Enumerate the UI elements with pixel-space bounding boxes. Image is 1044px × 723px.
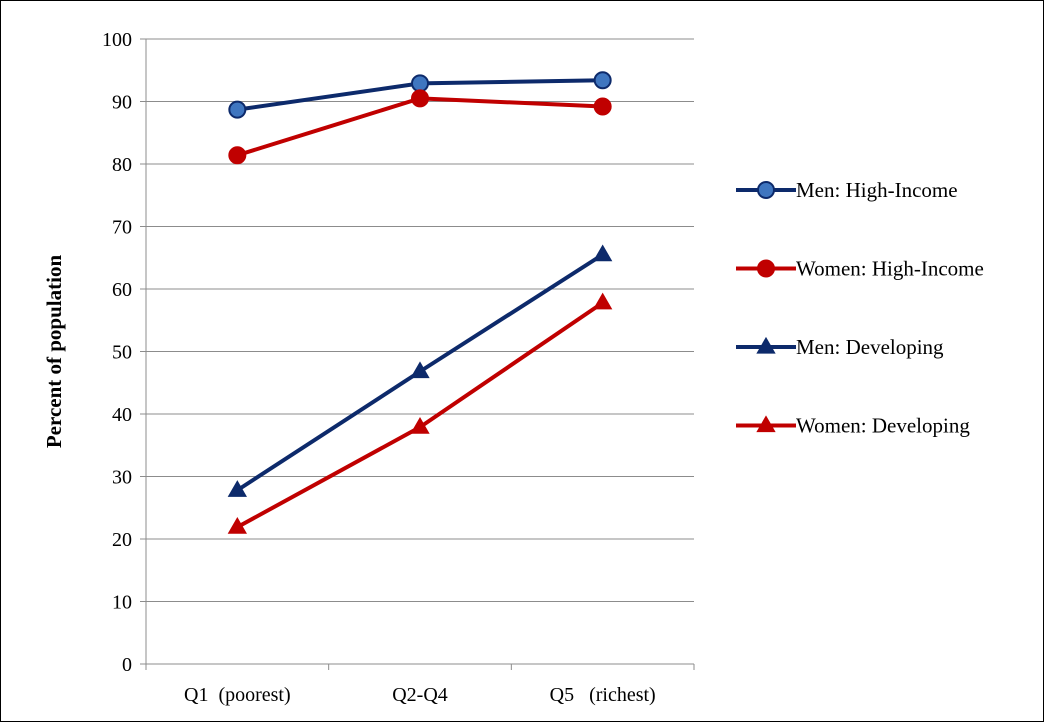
y-axis-title: Percent of population: [42, 255, 66, 449]
legend-item: Men: Developing: [736, 335, 944, 359]
series-group: [227, 71, 613, 534]
series-3: [227, 244, 613, 497]
y-tick-label: 100: [102, 29, 132, 51]
y-tick-label: 20: [112, 529, 132, 551]
series-line: [236, 301, 604, 529]
series-4: [227, 292, 613, 534]
y-tick-label: 80: [112, 154, 132, 176]
data-point: [411, 74, 429, 93]
y-tick-label: 60: [112, 279, 132, 301]
series-2: [228, 89, 612, 165]
y-tick-label: 50: [112, 342, 132, 364]
legend-label: Women: High-Income: [796, 257, 984, 281]
gridlines: [146, 38, 694, 602]
data-point: [410, 417, 430, 434]
y-tick-label: 90: [112, 92, 132, 114]
data-point: [411, 89, 429, 108]
y-tick-labels: 0 10 20 30 40 50 60 70 80 90 100: [102, 29, 132, 676]
data-point: [592, 244, 613, 262]
data-point: [593, 97, 612, 116]
legend-item: Men: High-Income: [736, 178, 958, 202]
legend-label: Men: High-Income: [796, 178, 958, 202]
legend-item: Women: High-Income: [736, 257, 984, 281]
x-tick-label: Q2-Q4: [392, 684, 448, 706]
y-tick-label: 0: [122, 654, 132, 676]
data-point: [592, 292, 613, 310]
y-tick-label: 40: [112, 404, 132, 426]
y-tick-label: 70: [112, 217, 132, 239]
legend-item: Women: Developing: [736, 414, 970, 438]
data-point: [227, 517, 248, 534]
x-tick-label: Q5 (richest): [550, 684, 656, 706]
data-point: [228, 146, 247, 165]
legend-label: Men: Developing: [796, 335, 944, 359]
legend-marker: [757, 259, 775, 278]
data-point: [593, 71, 612, 90]
y-tick-label: 30: [112, 467, 132, 489]
legend-marker: [757, 181, 775, 199]
data-point: [227, 480, 248, 497]
y-tick-label: 10: [112, 592, 132, 614]
axes: [140, 38, 695, 670]
legend-marker: [756, 336, 776, 354]
x-tick-label: Q1 (poorest): [184, 684, 291, 706]
data-point: [228, 100, 247, 119]
legend-marker: [756, 415, 776, 433]
legend-label: Women: Developing: [796, 414, 970, 438]
legend: Men: High-Income Women: High-Income Men: D…: [736, 178, 984, 438]
data-point: [410, 361, 430, 379]
x-tick-labels: Q1 (poorest) Q2-Q4 Q5 (richest): [184, 684, 656, 706]
series-1: [228, 71, 612, 119]
